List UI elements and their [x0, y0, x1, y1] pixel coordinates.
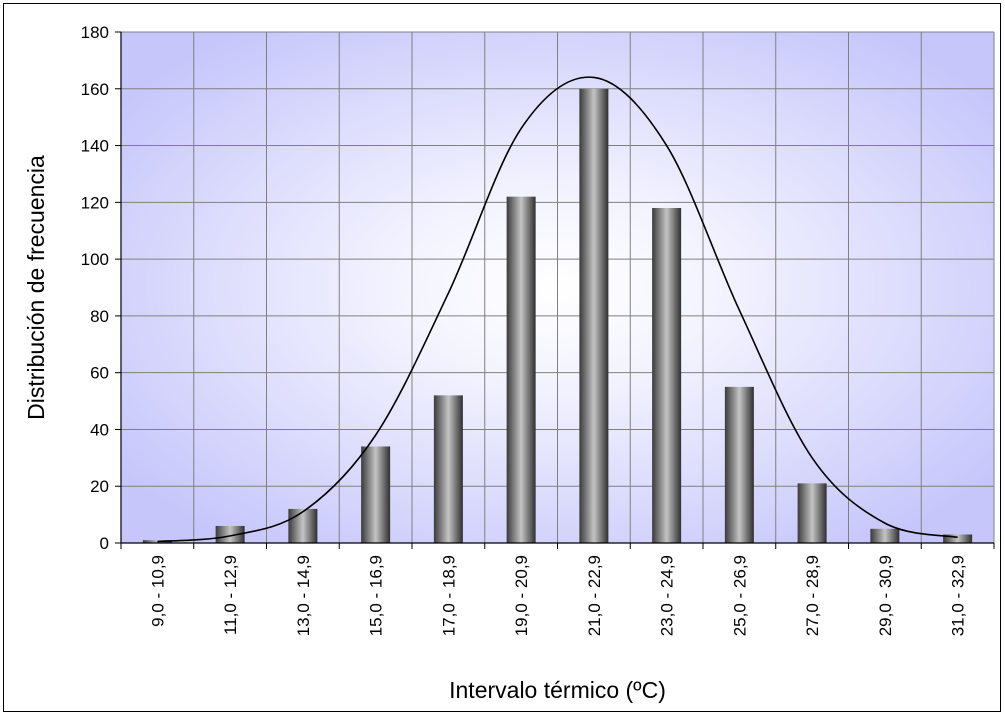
- y-tick-label: 160: [81, 80, 109, 99]
- frequency-curve: [157, 76, 958, 543]
- y-tick-label: 80: [90, 307, 109, 326]
- y-tick-label: 180: [81, 23, 109, 42]
- x-axis-title: Intervalo térmico (ºC): [449, 677, 666, 703]
- x-tick-label: 9,0 - 10,9: [148, 555, 167, 627]
- bar: [288, 508, 318, 543]
- y-tick-label: 140: [81, 137, 109, 156]
- y-axis-title: Distribución de frecuencia: [23, 155, 49, 420]
- x-tick-label: 27,0 - 28,9: [803, 555, 822, 636]
- x-tick-label: 15,0 - 16,9: [367, 555, 386, 636]
- x-tick-label: 21,0 - 22,9: [585, 555, 604, 636]
- bar: [870, 528, 900, 543]
- bar: [724, 386, 754, 543]
- y-tick-label: 60: [90, 364, 109, 383]
- axes: [115, 31, 995, 549]
- bar: [361, 446, 391, 543]
- x-tick-label: 25,0 - 26,9: [730, 555, 749, 636]
- x-tick-label: 13,0 - 14,9: [294, 555, 313, 636]
- y-tick-label: 100: [81, 250, 109, 269]
- x-tick-label: 11,0 - 12,9: [221, 555, 240, 635]
- y-tick-labels: 0 20 40 60 80 100 120 140 160 180: [81, 23, 109, 553]
- bars: [142, 88, 973, 544]
- x-tick-label: 19,0 - 20,9: [512, 555, 531, 636]
- bar: [652, 208, 682, 543]
- bar: [506, 196, 536, 543]
- x-tick-label: 17,0 - 18,9: [439, 555, 458, 636]
- bar: [797, 483, 827, 543]
- bar: [433, 395, 463, 543]
- bar: [943, 534, 973, 543]
- y-tick-label: 0: [100, 534, 109, 553]
- y-tick-label: 40: [90, 420, 109, 439]
- y-tick-label: 20: [90, 477, 109, 496]
- bar: [215, 525, 245, 543]
- x-tick-label: 29,0 - 30,9: [876, 555, 895, 636]
- bar: [579, 88, 609, 544]
- x-tick-labels: 9,0 - 10,9 11,0 - 12,9 13,0 - 14,9 15,0 - 1…: [148, 555, 967, 636]
- x-tick-label: 31,0 - 32,9: [949, 555, 968, 636]
- y-tick-label: 120: [81, 193, 109, 212]
- x-tick-label: 23,0 - 24,9: [658, 555, 677, 636]
